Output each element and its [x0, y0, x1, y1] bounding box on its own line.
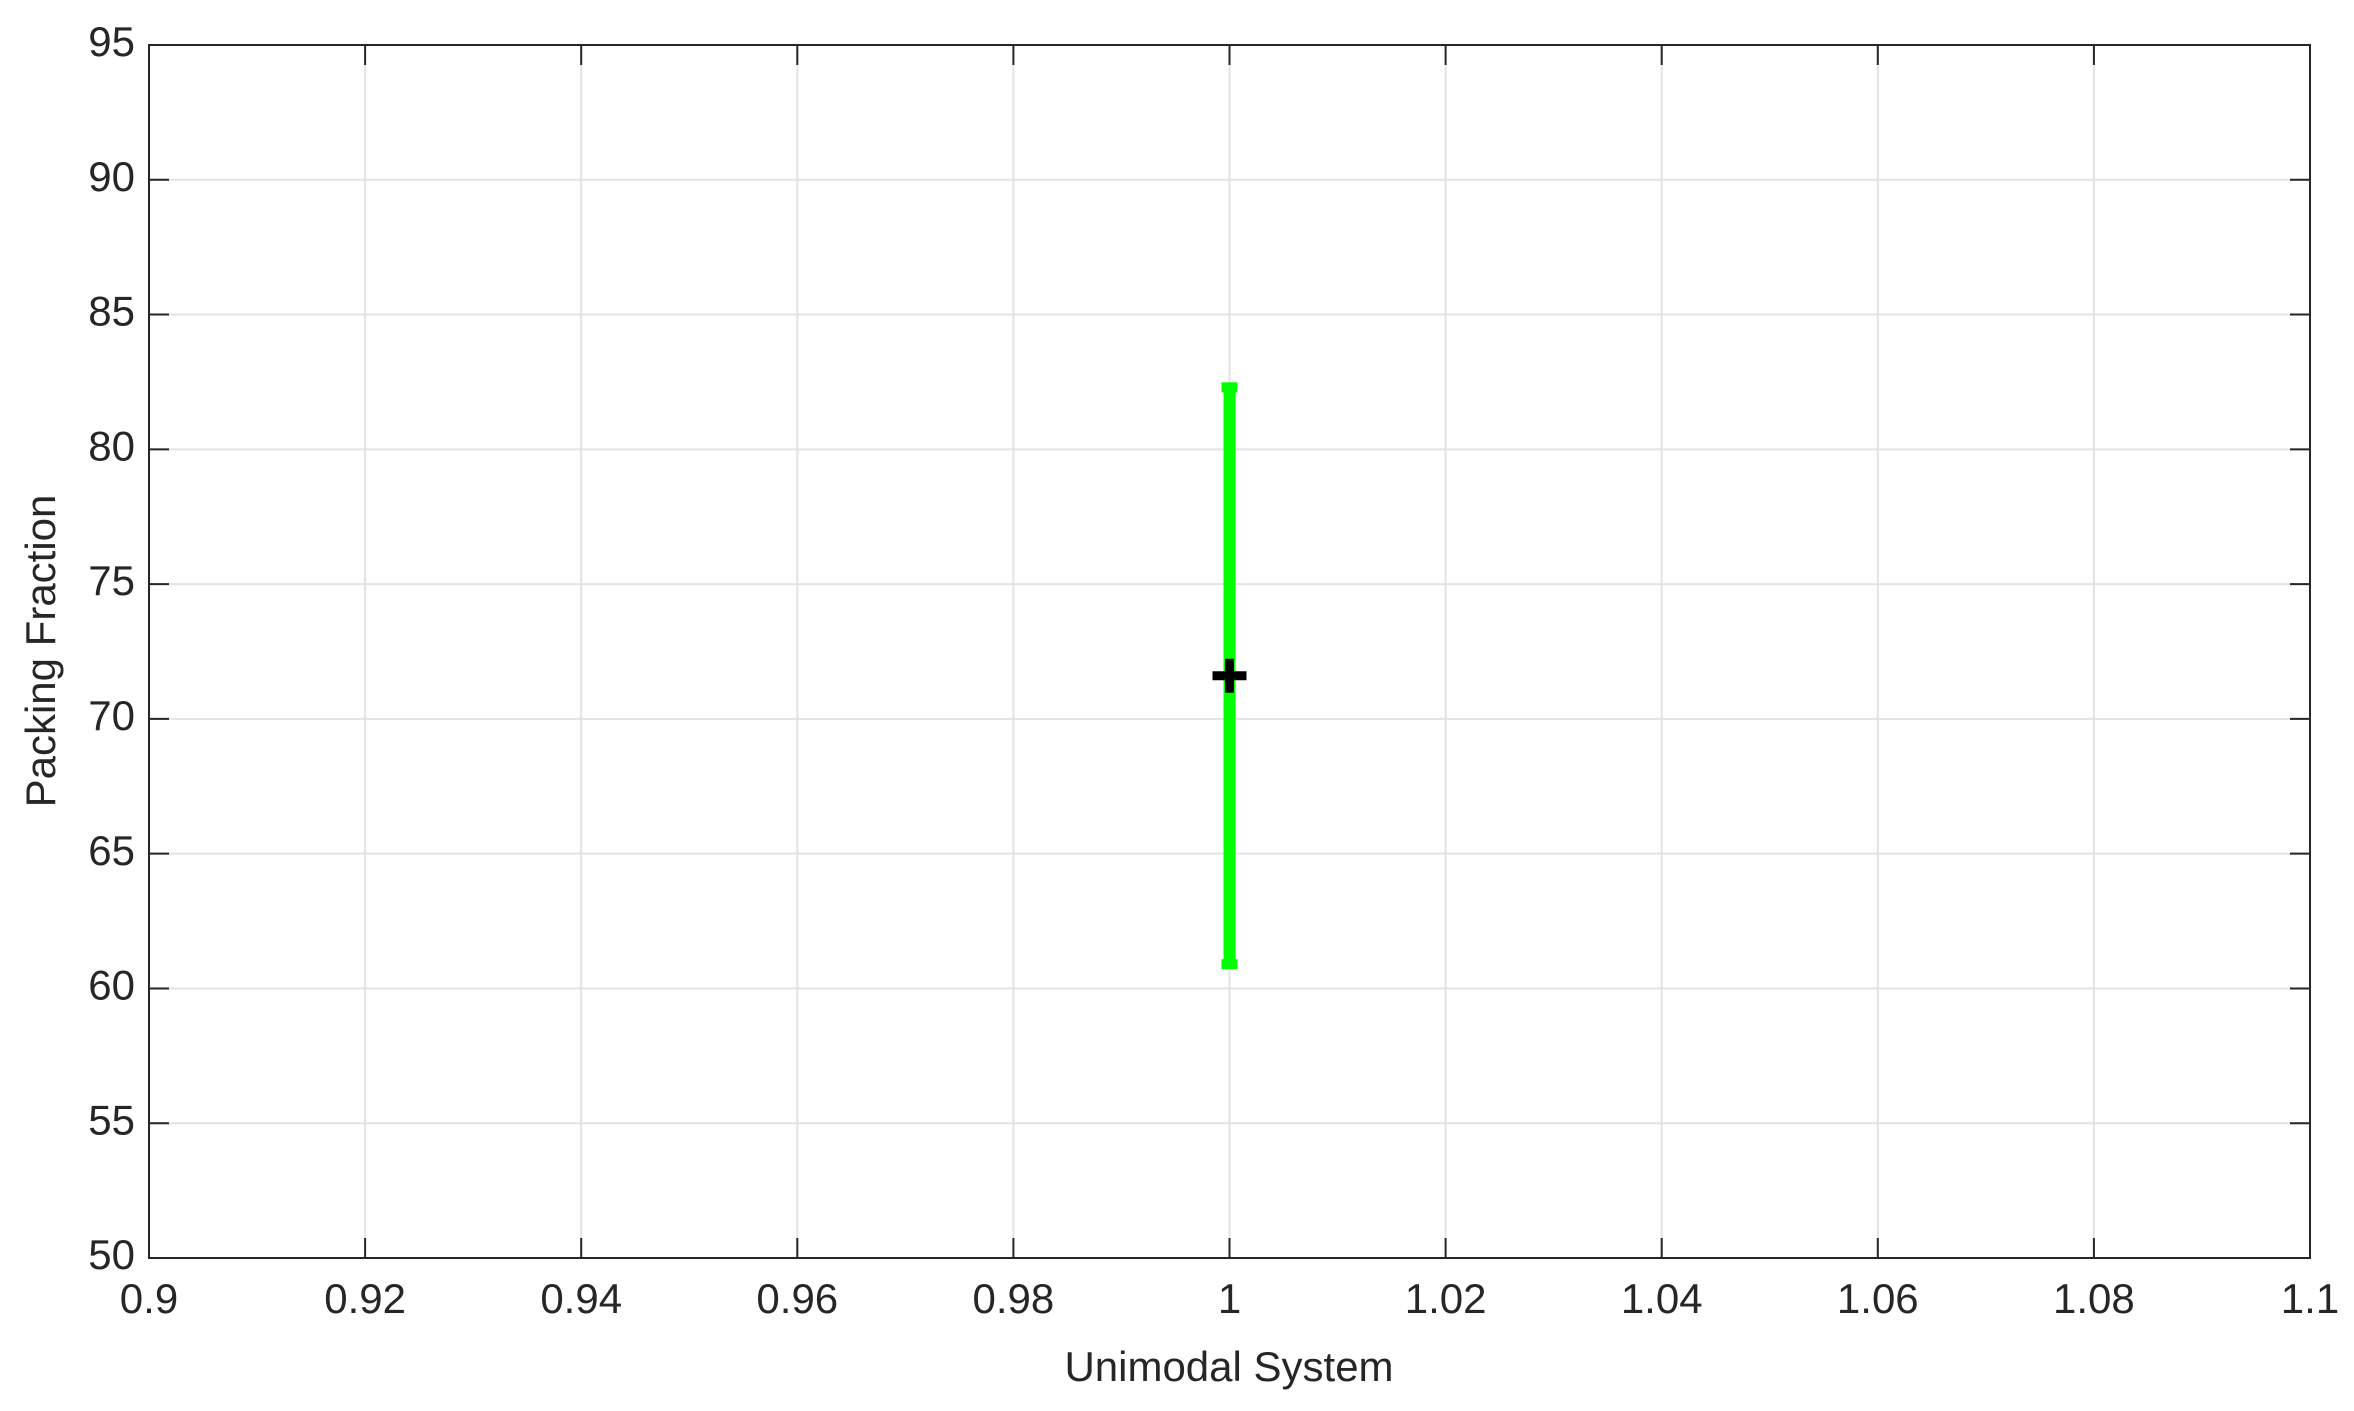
x-tick-label: 1.06 [1837, 1275, 1919, 1322]
x-tick-label: 0.96 [756, 1275, 838, 1322]
y-tick-label: 55 [88, 1096, 135, 1143]
x-tick-label: 1.02 [1405, 1275, 1487, 1322]
x-tick-label: 1 [1218, 1275, 1241, 1322]
point-marker [1212, 658, 1247, 693]
x-axis-label: Unimodal System [1064, 1343, 1393, 1390]
x-tick-label: 0.92 [324, 1275, 406, 1322]
y-tick-label: 95 [88, 18, 135, 65]
x-tick-label: 0.98 [973, 1275, 1055, 1322]
y-tick-label: 90 [88, 153, 135, 200]
x-tick-label: 0.94 [540, 1275, 622, 1322]
y-tick-label: 50 [88, 1231, 135, 1278]
x-tick-label: 0.9 [120, 1275, 178, 1322]
x-tick-label: 1.1 [2281, 1275, 2339, 1322]
y-tick-label: 65 [88, 827, 135, 874]
y-tick-label: 85 [88, 288, 135, 335]
y-axis-label: Packing Fraction [17, 495, 64, 808]
y-tick-label: 80 [88, 422, 135, 469]
x-tick-label: 1.04 [1621, 1275, 1703, 1322]
y-tick-label: 75 [88, 557, 135, 604]
y-tick-label: 60 [88, 962, 135, 1009]
x-tick-label: 1.08 [2053, 1275, 2135, 1322]
axes-box [148, 44, 2311, 1259]
y-tick-label: 70 [88, 692, 135, 739]
